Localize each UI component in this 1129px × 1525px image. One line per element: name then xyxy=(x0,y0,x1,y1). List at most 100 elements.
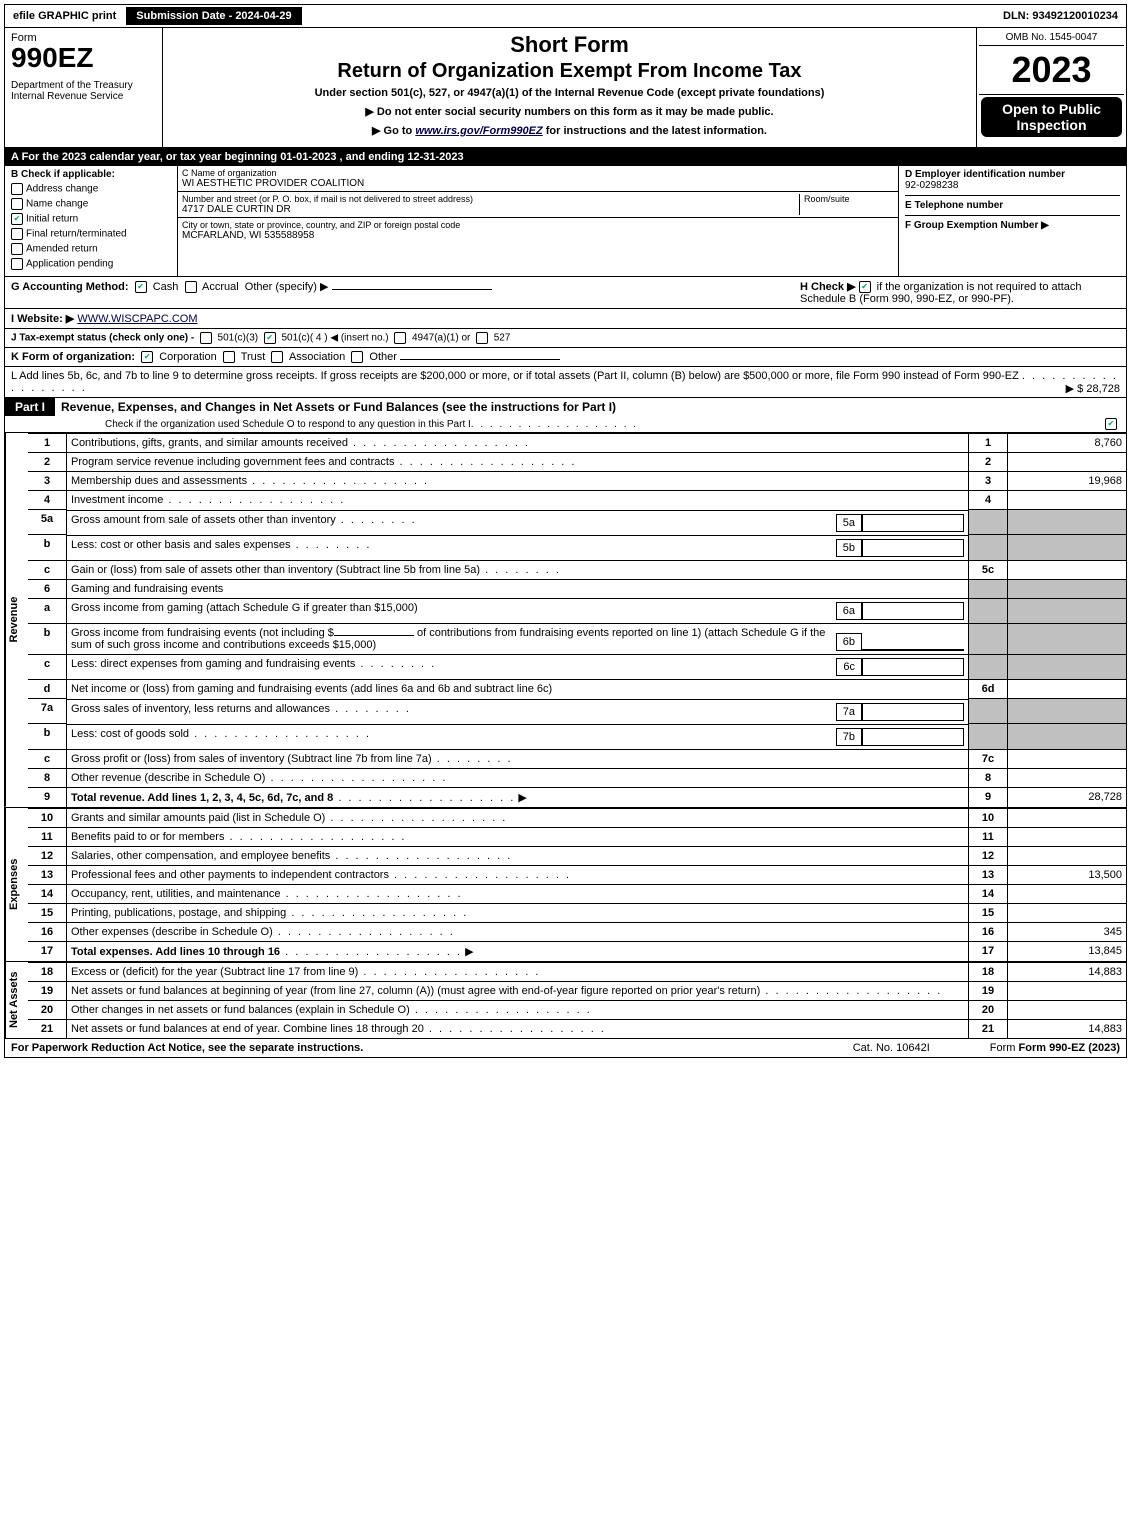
cb-schedule-b-not-required[interactable] xyxy=(859,281,871,293)
cb-initial-return[interactable]: Initial return xyxy=(11,213,171,225)
goto-link[interactable]: www.irs.gov/Form990EZ xyxy=(415,125,542,137)
line-21: 21Net assets or fund balances at end of … xyxy=(28,1019,1126,1038)
cb-name-change[interactable]: Name change xyxy=(11,198,171,210)
city-label: City or town, state or province, country… xyxy=(182,220,894,230)
line-19: 19Net assets or fund balances at beginni… xyxy=(28,981,1126,1000)
section-def: D Employer identification number 92-0298… xyxy=(898,166,1126,276)
cb-application-pending[interactable]: Application pending xyxy=(11,258,171,270)
org-address: 4717 DALE CURTIN DR xyxy=(182,204,799,215)
line-4: 4Investment income4 xyxy=(28,491,1126,510)
addr-label: Number and street (or P. O. box, if mail… xyxy=(182,194,799,204)
section-i-website: I Website: ▶ WWW.WISCPAPC.COM xyxy=(5,308,1126,328)
form-990ez-page: efile GRAPHIC print Submission Date - 20… xyxy=(4,4,1127,1058)
page-footer: For Paperwork Reduction Act Notice, see … xyxy=(5,1038,1126,1057)
line-2: 2Program service revenue including gover… xyxy=(28,453,1126,472)
website-label: I Website: ▶ xyxy=(11,313,74,325)
line-5c: cGain or (loss) from sale of assets othe… xyxy=(28,560,1126,579)
goto-instructions: ▶ Go to www.irs.gov/Form990EZ for instru… xyxy=(171,124,968,137)
header-center: Short Form Return of Organization Exempt… xyxy=(163,28,976,147)
line-14: 14Occupancy, rent, utilities, and mainte… xyxy=(28,884,1126,903)
section-l-gross-receipts: L Add lines 5b, 6c, and 7b to line 9 to … xyxy=(5,366,1126,397)
cb-schedule-o-part1[interactable] xyxy=(1105,418,1117,430)
line-7b: bLess: cost of goods sold7b xyxy=(28,724,1126,750)
part-1-header-row: Part I Revenue, Expenses, and Changes in… xyxy=(5,397,1126,416)
row-a-tax-year: A For the 2023 calendar year, or tax yea… xyxy=(5,148,1126,166)
expenses-table: 10Grants and similar amounts paid (list … xyxy=(28,808,1126,961)
line-16: 16Other expenses (describe in Schedule O… xyxy=(28,922,1126,941)
cb-amended-return[interactable]: Amended return xyxy=(11,243,171,255)
net-assets-table: 18Excess or (deficit) for the year (Subt… xyxy=(28,962,1126,1038)
part-1-title: Revenue, Expenses, and Changes in Net As… xyxy=(55,400,616,414)
cb-cash[interactable] xyxy=(135,281,147,293)
tax-year: 2023 xyxy=(979,46,1124,95)
form-header: Form 990EZ Department of the Treasury In… xyxy=(5,28,1126,148)
org-name-row: C Name of organization WI AESTHETIC PROV… xyxy=(178,166,898,192)
form-subtitle: Under section 501(c), 527, or 4947(a)(1)… xyxy=(171,87,968,99)
line-13: 13Professional fees and other payments t… xyxy=(28,865,1126,884)
section-b-checkboxes: B Check if applicable: Address change Na… xyxy=(5,166,178,276)
org-city: MCFARLAND, WI 535588958 xyxy=(182,230,894,241)
cb-corporation[interactable] xyxy=(141,351,153,363)
ein-value: 92-0298238 xyxy=(905,180,1120,191)
line-11: 11Benefits paid to or for members11 xyxy=(28,827,1126,846)
cb-527[interactable] xyxy=(476,332,488,344)
form-title: Return of Organization Exempt From Incom… xyxy=(171,60,968,83)
line-12: 12Salaries, other compensation, and empl… xyxy=(28,846,1126,865)
revenue-label: Revenue xyxy=(5,433,28,807)
revenue-table: 1Contributions, gifts, grants, and simil… xyxy=(28,433,1126,807)
header-right: OMB No. 1545-0047 2023 Open to Public In… xyxy=(976,28,1126,147)
line-6a: aGross income from gaming (attach Schedu… xyxy=(28,598,1126,623)
group-exemption-label: F Group Exemption Number ▶ xyxy=(905,220,1120,231)
footer-form-ref: Form Form 990-EZ (2023) xyxy=(990,1042,1120,1054)
section-l-text: L Add lines 5b, 6c, and 7b to line 9 to … xyxy=(11,370,1019,382)
part-1-badge: Part I xyxy=(5,398,55,416)
line-8: 8Other revenue (describe in Schedule O)8 xyxy=(28,768,1126,787)
omb-number: OMB No. 1545-0047 xyxy=(979,30,1124,46)
line-17: 17Total expenses. Add lines 10 through 1… xyxy=(28,941,1126,961)
name-label: C Name of organization xyxy=(182,168,894,178)
org-name: WI AESTHETIC PROVIDER COALITION xyxy=(182,178,894,189)
footer-cat-no: Cat. No. 10642I xyxy=(853,1042,930,1054)
form-number: 990EZ xyxy=(11,44,156,72)
revenue-section: Revenue 1Contributions, gifts, grants, a… xyxy=(5,432,1126,807)
part-1-check-row: Check if the organization used Schedule … xyxy=(5,416,1126,432)
section-g-h: G Accounting Method: Cash Accrual Other … xyxy=(5,276,1126,308)
cb-501c3[interactable] xyxy=(200,332,212,344)
line-9: 9Total revenue. Add lines 1, 2, 3, 4, 5c… xyxy=(28,787,1126,807)
header-left: Form 990EZ Department of the Treasury In… xyxy=(5,28,163,147)
line-5b: bLess: cost or other basis and sales exp… xyxy=(28,535,1126,561)
cb-address-change[interactable]: Address change xyxy=(11,183,171,195)
net-assets-section: Net Assets 18Excess or (deficit) for the… xyxy=(5,961,1126,1038)
section-j-tax-status: J Tax-exempt status (check only one) - 5… xyxy=(5,328,1126,347)
cb-accrual[interactable] xyxy=(185,281,197,293)
line-20: 20Other changes in net assets or fund ba… xyxy=(28,1000,1126,1019)
cb-final-return[interactable]: Final return/terminated xyxy=(11,228,171,240)
address-row: Number and street (or P. O. box, if mail… xyxy=(178,192,898,218)
expenses-label: Expenses xyxy=(5,808,28,961)
no-ssn-warning: ▶ Do not enter social security numbers o… xyxy=(171,105,968,118)
cb-other-org[interactable] xyxy=(351,351,363,363)
line-7a: 7aGross sales of inventory, less returns… xyxy=(28,699,1126,724)
footer-paperwork: For Paperwork Reduction Act Notice, see … xyxy=(11,1042,853,1054)
section-k-form-org: K Form of organization: Corporation Trus… xyxy=(5,347,1126,366)
cb-trust[interactable] xyxy=(223,351,235,363)
cb-501c[interactable] xyxy=(264,332,276,344)
line-6: 6Gaming and fundraising events xyxy=(28,579,1126,598)
ein-label: D Employer identification number xyxy=(905,169,1120,180)
section-h-prefix: H Check ▶ xyxy=(800,281,859,293)
line-6b: bGross income from fundraising events (n… xyxy=(28,623,1126,654)
phone-label: E Telephone number xyxy=(905,200,1120,211)
website-link[interactable]: WWW.WISCPAPC.COM xyxy=(77,313,197,325)
short-form-label: Short Form xyxy=(171,32,968,58)
accounting-method-label: G Accounting Method: xyxy=(11,281,129,293)
tax-exempt-label: J Tax-exempt status (check only one) - xyxy=(11,333,194,344)
room-label: Room/suite xyxy=(804,194,894,204)
net-assets-label: Net Assets xyxy=(5,962,28,1038)
part-1-check-text: Check if the organization used Schedule … xyxy=(105,419,471,430)
department-label: Department of the Treasury Internal Reve… xyxy=(11,80,156,102)
open-public-badge: Open to Public Inspection xyxy=(981,97,1122,137)
line-6d: dNet income or (loss) from gaming and fu… xyxy=(28,680,1126,699)
line-15: 15Printing, publications, postage, and s… xyxy=(28,903,1126,922)
cb-4947a1[interactable] xyxy=(394,332,406,344)
cb-association[interactable] xyxy=(271,351,283,363)
